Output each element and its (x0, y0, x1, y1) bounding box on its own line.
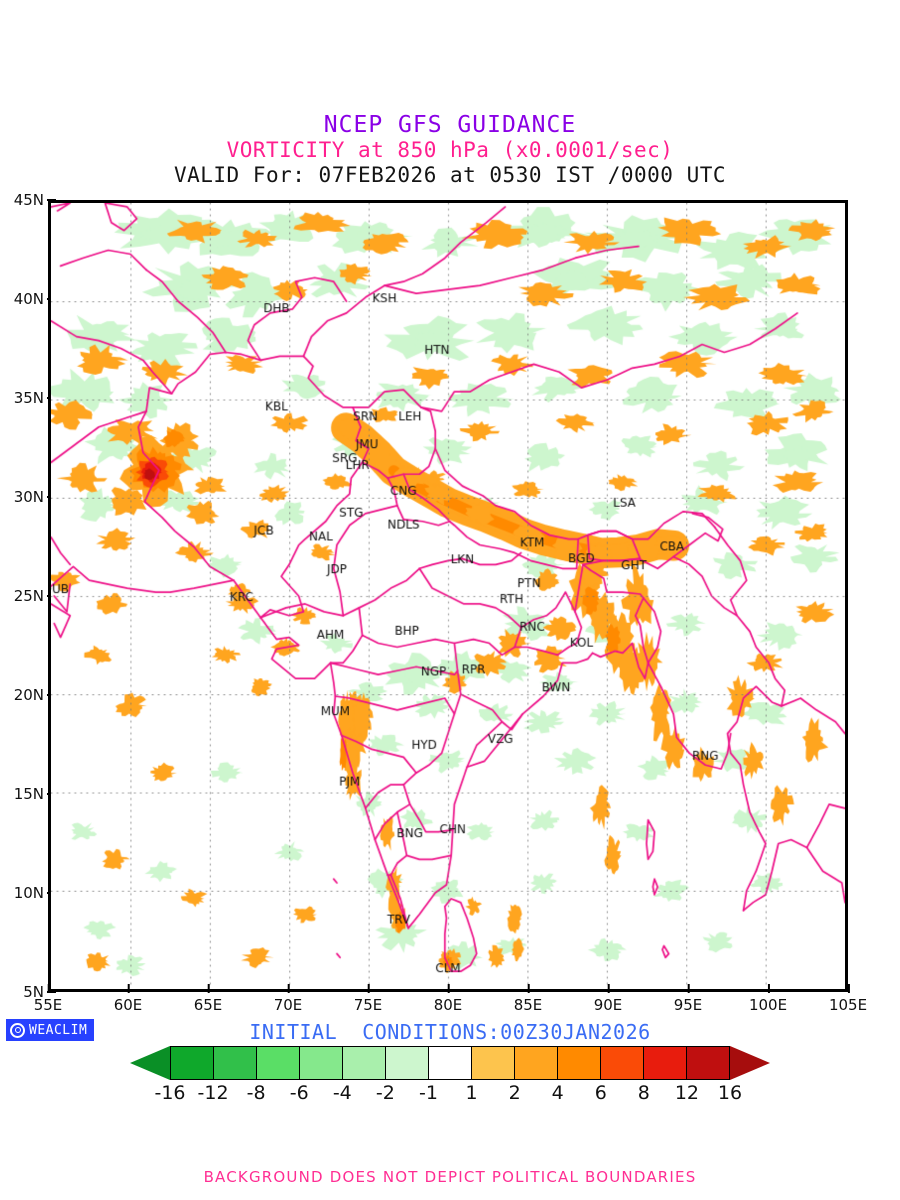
lat-tick-label: 45N (0, 191, 56, 209)
colorbar-tick-labels: -16 -12 -8 -6 -4 -2 -1 1 2 4 6 8 12 16 (154, 1082, 742, 1108)
lon-tick-mark (367, 984, 370, 993)
colorbar-high-arrow (730, 1046, 770, 1080)
lon-tick-mark (447, 984, 450, 993)
colorbar-band (256, 1046, 299, 1080)
lat-tick-label: 20N (0, 686, 56, 704)
colorbar-tick-label: 6 (594, 1082, 607, 1104)
lon-tick-mark (47, 984, 50, 993)
colorbar-tick-label: -1 (418, 1082, 438, 1104)
lon-tick-label: 100E (749, 984, 787, 1014)
disclaimer-note: BACKGROUND DOES NOT DEPICT POLITICAL BOU… (203, 1168, 697, 1186)
colorbar-band (514, 1046, 557, 1080)
lon-tick-mark (767, 984, 770, 993)
lat-tick-label: 5N (0, 983, 56, 1001)
longitude-axis: 55E 60E 65E 70E 75E 80E 85E 90E 95E 100E 105E (34, 984, 867, 1018)
colorbar-tick-label: -2 (375, 1082, 395, 1104)
colorbar-band (557, 1046, 600, 1080)
colorbar-band (600, 1046, 643, 1080)
lat-tick-label: 25N (0, 587, 56, 605)
colorbar-band (299, 1046, 342, 1080)
lon-tick-mark (207, 984, 210, 993)
map-frame[interactable] (48, 200, 848, 992)
colorbar-tick-label: -8 (246, 1082, 266, 1104)
lon-tick-mark (847, 984, 850, 993)
copyright-circle-icon (10, 1022, 25, 1038)
colorbar-band (643, 1046, 686, 1080)
lon-tick-label: 80E (434, 984, 462, 1014)
lat-tick-label: 35N (0, 389, 56, 407)
valid-time-subtitle: VALID For: 07FEB2026 at 0530 IST /0000 U… (173, 163, 726, 187)
colorbar-tick-label: -4 (332, 1082, 352, 1104)
lon-tick-label: 85E (514, 984, 542, 1014)
lon-tick-mark (607, 984, 610, 993)
lon-tick-label: 60E (114, 984, 142, 1014)
lon-tick-label: 75E (354, 984, 382, 1014)
lon-tick-mark (127, 984, 130, 993)
colorbar-tick-label: 16 (717, 1082, 743, 1104)
colorbar-tick-label: 12 (674, 1082, 700, 1104)
colorbar-tick-label: -12 (197, 1082, 229, 1104)
colorbar-band (342, 1046, 385, 1080)
colorbar-legend: -16 -12 -8 -6 -4 -2 -1 1 2 4 6 8 12 16 (0, 1046, 900, 1116)
weaclim-label: WEACLIM (29, 1022, 88, 1038)
colorbar-band (471, 1046, 514, 1080)
initial-conditions-label: INITIAL CONDITIONS:00Z30JAN2026 (249, 1020, 651, 1044)
lon-tick-label: 105E (829, 984, 867, 1014)
lat-tick-mark (47, 991, 56, 993)
page-title: NCEP GFS GUIDANCE (323, 112, 577, 138)
colorbar-tick-label: 1 (465, 1082, 478, 1104)
parameter-subtitle: VORTICITY at 850 hPa (x0.0001/sec) (226, 138, 674, 162)
colorbar-low-arrow (130, 1046, 170, 1080)
lon-tick-label: 65E (194, 984, 222, 1014)
colorbar-tick-label: 4 (551, 1082, 564, 1104)
colorbar-band (213, 1046, 256, 1080)
title-block: NCEP GFS GUIDANCE VORTICITY at 850 hPa (… (0, 112, 900, 188)
colorbar-bands (170, 1046, 730, 1080)
lat-tick-label: 10N (0, 884, 56, 902)
colorbar-band (686, 1046, 730, 1080)
weaclim-logo-badge: WEACLIM (6, 1019, 95, 1041)
lon-tick-label: 95E (674, 984, 702, 1014)
colorbar-band (428, 1046, 471, 1080)
lon-tick-label: 55E (34, 984, 62, 1014)
colorbar-band (385, 1046, 428, 1080)
lat-tick-label: 40N (0, 290, 56, 308)
lon-tick-label: 70E (274, 984, 302, 1014)
colorbar-tick-label: -16 (154, 1082, 186, 1104)
colorbar-tick-label: 8 (637, 1082, 650, 1104)
lon-tick-label: 90E (594, 984, 622, 1014)
colorbar-tick-label: 2 (508, 1082, 521, 1104)
latitude-axis: 45N 40N 35N 30N 25N 20N 15N 10N 5N (0, 191, 56, 1001)
colorbar-tick-label: -6 (289, 1082, 309, 1104)
lat-tick-label: 15N (0, 785, 56, 803)
lon-tick-mark (527, 984, 530, 993)
vorticity-map-canvas[interactable] (51, 203, 845, 989)
lat-tick-label: 30N (0, 488, 56, 506)
colorbar-band (170, 1046, 213, 1080)
lon-tick-mark (687, 984, 690, 993)
lon-tick-mark (287, 984, 290, 993)
